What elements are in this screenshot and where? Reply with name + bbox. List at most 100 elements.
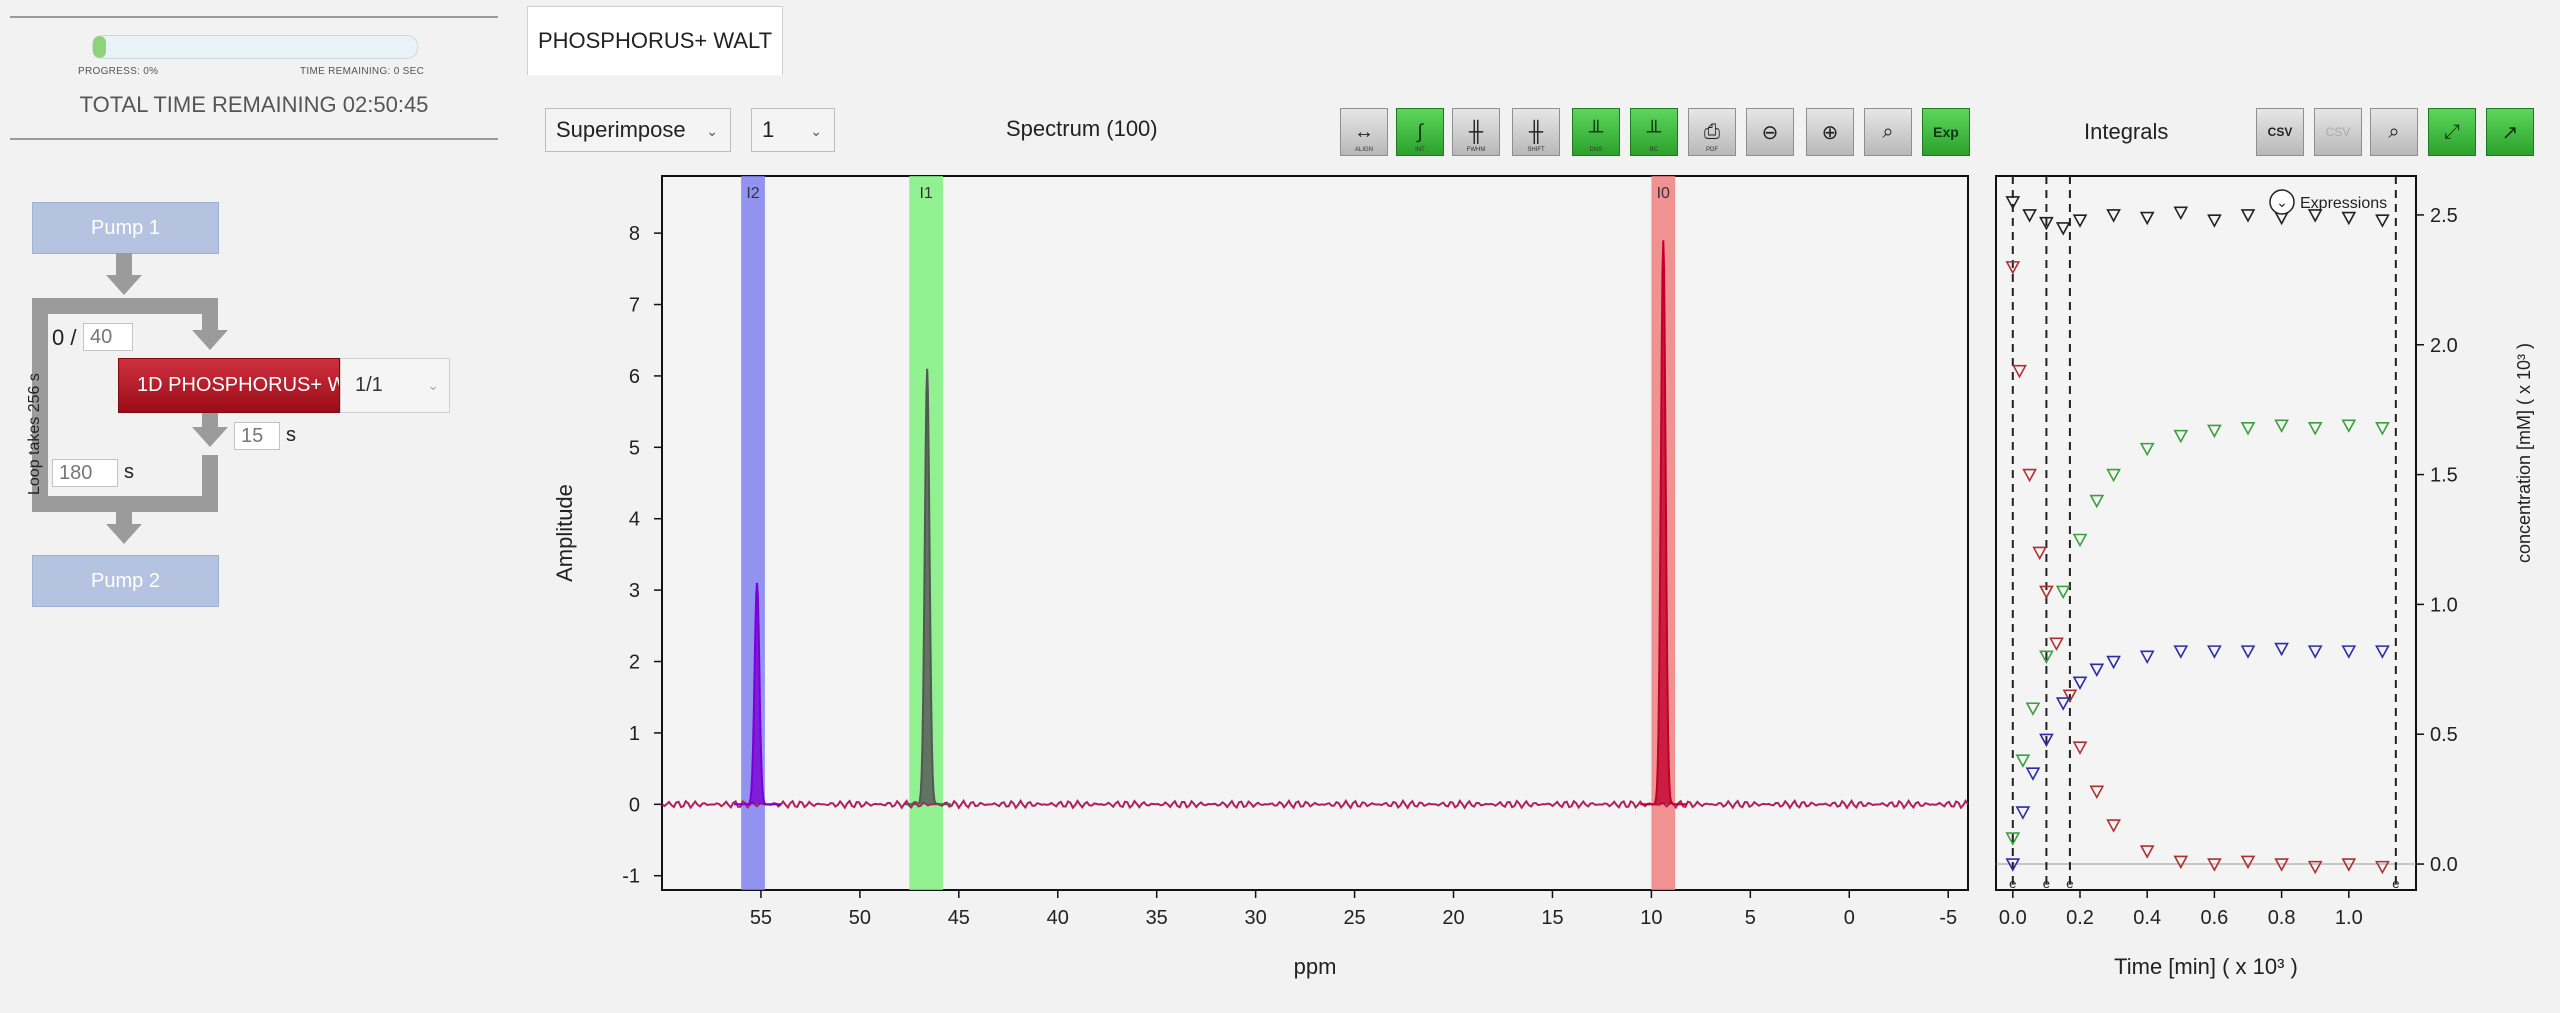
event-marker-label: e <box>2392 876 2399 891</box>
baseline-button[interactable]: ╨ BC <box>1630 108 1678 156</box>
region-label-i1: I1 <box>919 185 932 202</box>
series-1-point <box>2307 860 2323 875</box>
series-1-point <box>2062 689 2078 703</box>
x-tick-label: 40 <box>1047 907 1069 929</box>
loop-count-input[interactable]: 40 <box>83 323 133 351</box>
series-2-point <box>2106 468 2121 483</box>
y-axis-label: Amplitude <box>552 484 577 582</box>
delay-after-input[interactable]: 15 <box>234 422 280 450</box>
int-y-tick-label: 0.0 <box>2430 854 2458 876</box>
mode-select-value: Superimpose <box>556 117 686 142</box>
mode-select[interactable]: Superimpose ⌄ <box>545 108 731 152</box>
trend-button[interactable]: ↗ <box>2486 108 2534 156</box>
print-button[interactable]: ⎙ PDF <box>1688 108 1736 156</box>
series-2-point <box>2173 429 2189 444</box>
int-x-tick-label: 0.0 <box>1999 907 2027 929</box>
integrate-caption: INT <box>1415 147 1425 153</box>
x-tick-label: 35 <box>1146 907 1168 929</box>
expand-icon: ⤢ <box>2444 120 2460 143</box>
peaks-shift-icon: ╫ <box>1528 120 1544 143</box>
series-2-point <box>2089 494 2105 509</box>
series-2-point <box>2039 650 2054 664</box>
exp-button[interactable]: Exp <box>1922 108 1970 156</box>
series-2-point <box>2341 419 2357 433</box>
export-csv-all-button[interactable]: CSV <box>2314 108 2362 156</box>
series-3-point <box>2307 645 2323 659</box>
y-tick-label: 2 <box>629 652 640 674</box>
integrals-zoom-fit-button[interactable]: ⌕ <box>2370 108 2418 156</box>
chevron-down-icon: ⌄ <box>427 377 439 393</box>
series-2-point <box>2005 832 2021 846</box>
int-y-tick-label: 1.5 <box>2430 465 2458 487</box>
int-y-axis-label: concentration [mM] ( x 10³ ) <box>2514 343 2534 563</box>
zoom-fit-button[interactable]: ⌕ <box>1864 108 1912 156</box>
pump-2-button[interactable]: Pump 2 <box>32 555 219 607</box>
chevron-down-icon: ⌄ <box>2276 194 2288 210</box>
plot-area <box>661 175 1969 891</box>
series-1-point <box>2022 468 2037 483</box>
peaks-dns-icon: ╨ <box>1588 120 1604 143</box>
export-csv-button[interactable]: CSV <box>2256 108 2304 156</box>
delay-after-unit: s <box>286 424 296 446</box>
x-tick-label: 0 <box>1844 907 1855 929</box>
x-tick-label: 25 <box>1343 907 1365 929</box>
zoom-in-button[interactable]: ⊕ <box>1806 108 1854 156</box>
x-tick-label: 15 <box>1541 907 1563 929</box>
series-0-point <box>2005 196 2021 210</box>
loop-delay-input[interactable]: 180 <box>52 459 118 487</box>
loop-label: Loop takes 256 s <box>26 373 43 495</box>
loop-bar-right-top <box>202 298 218 330</box>
tab-phosphorus-walt[interactable]: PHOSPHORUS+ WALT <box>527 6 783 75</box>
index-select[interactable]: 1 ⌄ <box>751 108 835 152</box>
loop-bar-left <box>32 298 48 512</box>
series-0-point <box>2106 209 2121 223</box>
baseline-trace <box>661 798 1969 810</box>
series-1-point <box>2139 845 2155 859</box>
progress-label: PROGRESS: 0% <box>78 66 159 77</box>
baseline-icon: ╨ <box>1646 120 1662 143</box>
series-1-point <box>2072 741 2088 755</box>
series-2-point <box>2072 533 2088 548</box>
loop-arrow2-down-icon <box>192 427 228 447</box>
experiment-select[interactable]: 1/1 ⌄ <box>340 358 450 413</box>
series-0-point <box>2139 211 2155 226</box>
x-tick-label: 20 <box>1442 907 1464 929</box>
y-tick-label: 0 <box>629 794 640 816</box>
fwhm-caption: FWHM <box>1466 147 1486 153</box>
series-2-point <box>2307 422 2323 436</box>
expand-button[interactable]: ⤢ <box>2428 108 2476 156</box>
x-axis-label: ppm <box>1294 954 1337 979</box>
spectrum-title: Spectrum (100) <box>1006 116 1158 141</box>
series-1-point <box>2240 855 2256 870</box>
dns-button[interactable]: ╨ DNS <box>1572 108 1620 156</box>
total-time-remaining: TOTAL TIME REMAINING 02:50:45 <box>79 92 429 117</box>
y-tick-label: 8 <box>629 223 640 245</box>
align-button[interactable]: ↔ ALIGN <box>1340 108 1388 156</box>
align-icon: ↔ <box>1354 120 1374 143</box>
series-0-point <box>2375 214 2390 228</box>
pump-1-button[interactable]: Pump 1 <box>32 202 219 254</box>
series-2-point <box>2375 422 2390 436</box>
series-2-point <box>2207 424 2222 439</box>
series-3-point <box>2025 767 2041 781</box>
series-1-point <box>2089 785 2105 800</box>
series-1-point <box>2032 546 2048 561</box>
flow-arrow-down-icon <box>106 275 142 295</box>
experiment-button[interactable]: 1D PHOSPHORUS+ WALT <box>118 358 340 413</box>
integrate-button[interactable]: ∫ INT <box>1396 108 1444 156</box>
series-1-point <box>2005 261 2021 275</box>
fwhm-button[interactable]: ╫ FWHM <box>1452 108 1500 156</box>
progress-bar <box>92 35 418 59</box>
series-1-point <box>2341 858 2357 872</box>
int-y-tick-label: 2.5 <box>2430 205 2458 227</box>
series-2-point <box>2274 419 2289 433</box>
series-2-point <box>2240 422 2256 436</box>
integrals-chart[interactable]: e e e e 0.0 0.2 0.4 0.6 0.8 1.0 0.0 0.5 1.0 1.5 2.0 2.5… <box>1990 170 2558 1000</box>
series-0-point <box>2307 209 2323 223</box>
divider-bottom <box>10 138 498 140</box>
series-1-point <box>2207 858 2222 872</box>
zoom-out-button[interactable]: ⊖ <box>1746 108 1794 156</box>
shift-button[interactable]: ╫ SHIFT <box>1512 108 1560 156</box>
series-1-point <box>2049 637 2064 652</box>
